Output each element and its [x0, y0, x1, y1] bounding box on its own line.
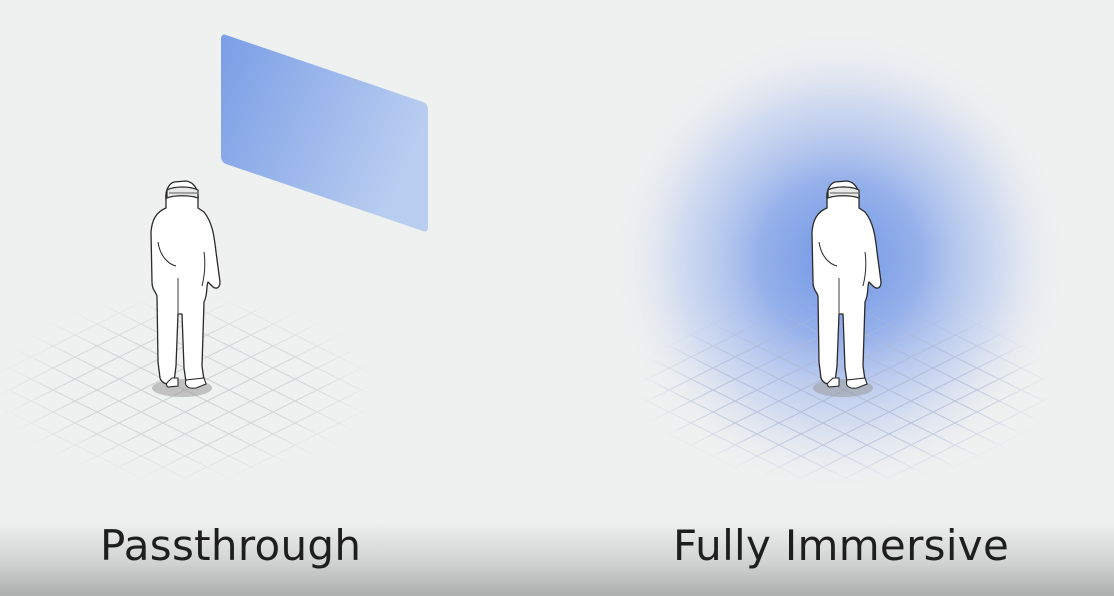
grid-line: [756, 408, 1114, 589]
grid-line: [0, 191, 274, 330]
grid-line: [0, 252, 472, 490]
grid-line: [0, 158, 208, 264]
grid-line: [0, 169, 230, 286]
grid-line: [690, 224, 1114, 438]
grid-line: [8, 235, 494, 479]
grid-line: [8, 301, 494, 545]
grid-line: [712, 364, 1114, 567]
grid-line: [800, 169, 1114, 328]
grid-line: [915, 496, 1114, 596]
fully-immersive-label: Fully Immersive: [673, 521, 1010, 570]
grid-line: [0, 362, 362, 545]
passthrough-scene: [0, 34, 670, 596]
person-wearing-headset-icon: [150, 180, 221, 398]
grid-line: [668, 320, 1114, 545]
grid-line: [712, 213, 1114, 416]
grid-line: [646, 246, 1114, 482]
grid-line: [0, 296, 428, 512]
grid-line: [646, 298, 1114, 534]
grid-line: [783, 430, 1114, 596]
grid-line: [822, 158, 1114, 306]
grid-line: [0, 538, 115, 596]
grid-line: [734, 386, 1114, 578]
grid-line: [690, 342, 1114, 556]
fully-immersive-scene: [360, 28, 1114, 596]
grid-line: [0, 290, 472, 528]
grid-line: [0, 147, 186, 242]
grid-line: [0, 180, 252, 308]
grid-line: [0, 494, 203, 596]
grid-line: [0, 516, 159, 596]
grid-line: [624, 279, 1110, 523]
passthrough-label: Passthrough: [100, 521, 362, 570]
grid-line: [0, 279, 450, 506]
grid-line: [871, 474, 1114, 596]
grid-line: [0, 274, 450, 501]
grid-line: [844, 147, 1114, 284]
grid-line: [0, 268, 428, 484]
grid-line: [624, 257, 1110, 501]
grid-line: [827, 452, 1114, 596]
floating-window-panel: [221, 34, 428, 232]
grid-line: [668, 235, 1114, 460]
